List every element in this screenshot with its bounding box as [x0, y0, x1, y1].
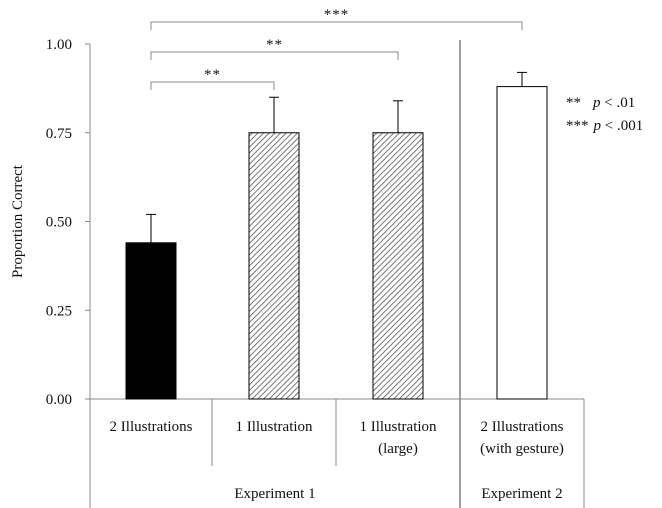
- significance-bracket: [150, 81, 275, 90]
- y-axis-label: Proportion Correct: [10, 164, 26, 278]
- y-tick-label: 0.50: [46, 215, 72, 231]
- y-tick-label: 0.25: [46, 303, 72, 319]
- group-label: Experiment 2: [481, 486, 562, 502]
- category-label: 1 Illustration: [235, 419, 313, 435]
- significance-bracket: [150, 51, 399, 60]
- category-label: 2 Illustrations: [110, 419, 193, 435]
- labels-layer: 2 Illustrations 1 Illustration 1 Illustrat…: [110, 419, 564, 502]
- legend-entry: ** p < .01: [566, 95, 635, 111]
- y-tick-label: 1.00: [46, 37, 72, 53]
- group-label: Experiment 1: [234, 486, 315, 502]
- significance-layer: *******: [150, 7, 523, 90]
- y-tick-label: 0.75: [46, 126, 72, 142]
- category-label: 2 Illustrations: [481, 419, 564, 435]
- category-label: (with gesture): [480, 441, 564, 457]
- category-label: 1 Illustration: [359, 419, 437, 435]
- significance-bracket: [150, 21, 523, 30]
- significance-label: **: [204, 67, 221, 83]
- legend-entry: *** p < .001: [566, 118, 643, 134]
- significance-label: ***: [324, 7, 350, 23]
- bars-layer: [125, 71, 548, 400]
- y-tick-label: 0.00: [46, 392, 72, 408]
- bar: [125, 242, 177, 400]
- bar: [496, 86, 548, 400]
- category-label: (large): [378, 441, 418, 457]
- legend-layer: ** p < .01 *** p < .001: [566, 95, 643, 134]
- significance-label: **: [266, 37, 283, 53]
- bar: [372, 132, 424, 400]
- bar: [248, 132, 300, 400]
